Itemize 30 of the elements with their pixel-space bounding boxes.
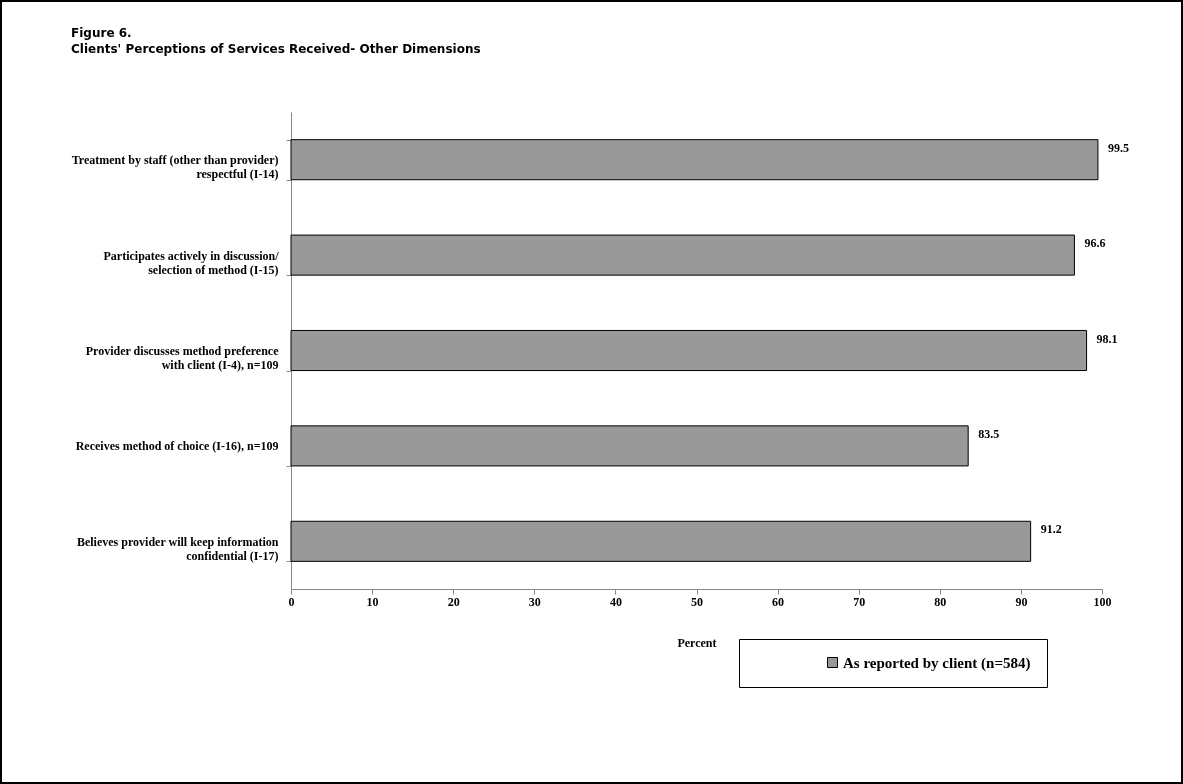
x-tick-label: 60 [772,594,785,609]
bar [290,139,1099,181]
x-axis-title: Percent [677,635,717,650]
y-tick-label: Participates actively in discussion/ selection of method (I-15) [103,248,280,277]
y-tick-label: Treatment by staff (other than provider) respectful (I-14) [71,153,279,182]
legend-label: As reported by client (n=584) [843,654,1031,672]
x-tick-label: 90 [1015,594,1028,609]
x-tick-label: 50 [691,594,703,609]
bar [290,234,1075,276]
x-tick-label: 70 [853,594,866,609]
x-tick-label: 30 [528,594,541,609]
y-tick-label: Believes provider will keep information confidential (I-17) [76,534,279,563]
x-tick-label: 0 [288,594,295,609]
x-tick-label: 10 [366,594,379,609]
bar [290,520,1032,562]
data-label: 91.2 [1040,522,1062,537]
y-tick-label: Receives method of choice (I-16), n=109 [75,439,279,454]
y-tick-label: Provider discusses method preference with client (I-4), n=109 [85,344,280,372]
x-tick-label: 80 [934,594,947,609]
data-label: 99.5 [1107,140,1129,155]
bar [290,329,1088,372]
data-label: 96.6 [1084,236,1106,251]
x-tick-label: 40 [609,594,622,609]
data-label: 83.5 [978,426,1000,441]
x-tick-label: 100 [1093,594,1112,609]
chart-subtitle: Clients' Perceptions of Services Received- Other Dimensions [71,42,481,56]
bar [290,425,969,467]
text: Figure 6. [71,26,132,40]
data-label: 98.1 [1096,331,1118,346]
x-tick-label: 20 [447,594,460,609]
